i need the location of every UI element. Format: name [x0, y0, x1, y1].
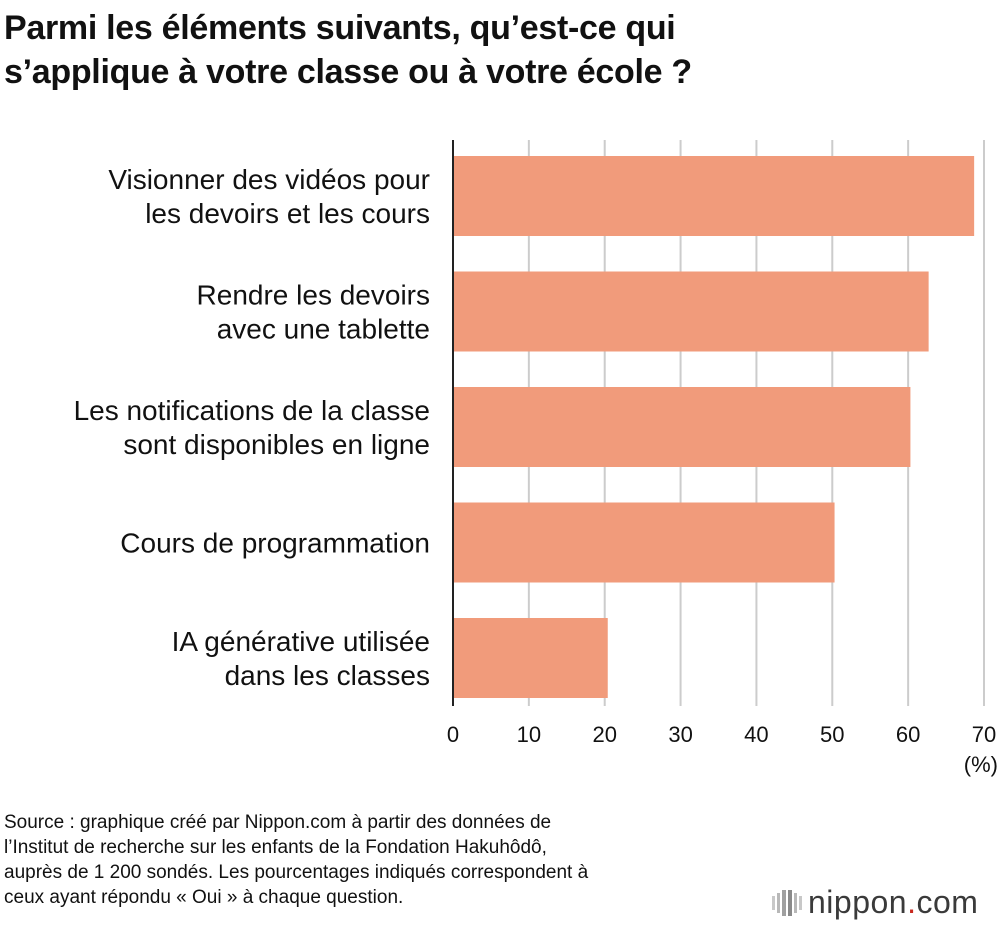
logo-suffix: com: [916, 884, 979, 920]
source-line: l’Institut de recherche sur les enfants …: [4, 837, 547, 858]
category-label: les devoirs et les cours: [145, 198, 430, 229]
chart-title: Parmi les éléments suivants, qu’est-ce q…: [4, 6, 964, 94]
logo-dot: .: [907, 884, 917, 920]
category-label: Cours de programmation: [120, 528, 430, 559]
bar: [453, 618, 608, 698]
category-label: avec une tablette: [217, 314, 430, 345]
logo-name: nippon: [808, 884, 908, 920]
nippon-logo-wordmark: nippon.com: [808, 882, 978, 922]
x-tick-label: 20: [592, 722, 616, 747]
category-label: IA générative utilisée: [172, 626, 430, 657]
x-axis-label: (%): [964, 752, 998, 777]
source-line: auprès de 1 200 sondés. Les pourcentages…: [4, 862, 589, 883]
chart-title-line: s’applique à votre classe ou à votre éco…: [4, 53, 692, 91]
category-label: Les notifications de la classe: [74, 395, 430, 426]
source-note: Source : graphique créé par Nippon.com à…: [4, 810, 764, 910]
category-label: dans les classes: [225, 660, 430, 691]
nippon-logo: nippon.com: [772, 882, 998, 922]
x-tick-label: 30: [668, 722, 692, 747]
chart-title-line: Parmi les éléments suivants, qu’est-ce q…: [4, 9, 676, 47]
bar: [453, 156, 975, 236]
x-tick-label: 50: [820, 722, 844, 747]
bar: [453, 387, 911, 467]
category-label: Visionner des vidéos pour: [108, 164, 430, 195]
bar: [453, 271, 929, 352]
x-tick-label: 10: [517, 722, 541, 747]
category-label: Rendre les devoirs: [197, 280, 430, 311]
x-tick-label: 0: [447, 722, 459, 747]
x-tick-label: 40: [744, 722, 768, 747]
category-label: sont disponibles en ligne: [123, 429, 430, 460]
source-line: Source : graphique créé par Nippon.com à…: [4, 812, 552, 833]
x-tick-label: 70: [972, 722, 996, 747]
source-line: ceux ayant répondu « Oui » à chaque ques…: [4, 887, 404, 908]
bar: [453, 502, 835, 583]
x-tick-label: 60: [896, 722, 920, 747]
nippon-logo-icon: [772, 890, 802, 916]
